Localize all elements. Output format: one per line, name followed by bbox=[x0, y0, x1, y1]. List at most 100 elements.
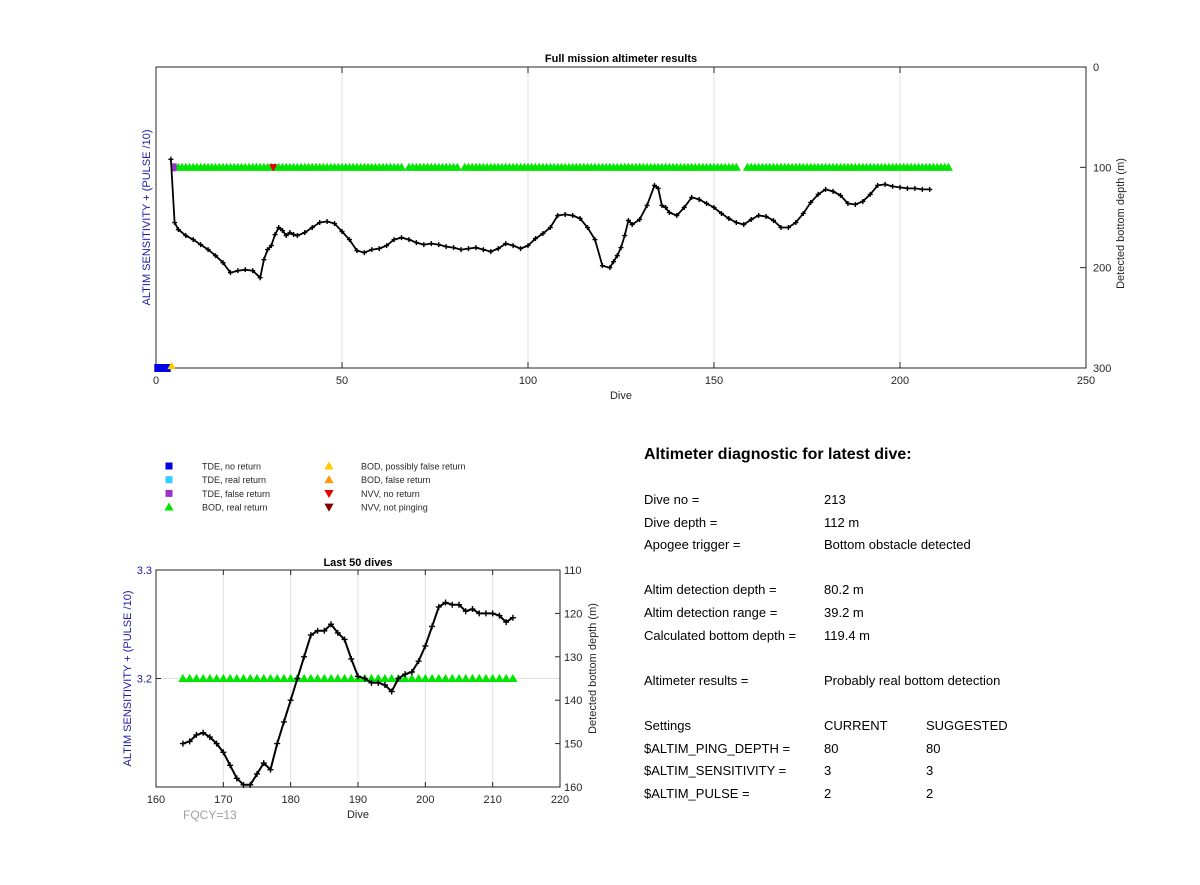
data-point-marker bbox=[904, 185, 910, 191]
bod-real-marker bbox=[245, 673, 255, 682]
altim-detection-depth-label: Altim detection depth = bbox=[644, 582, 777, 598]
data-point-marker bbox=[510, 243, 516, 249]
data-point-marker bbox=[368, 679, 375, 686]
x-axis-label: Dive bbox=[347, 809, 369, 821]
data-point-marker bbox=[562, 211, 568, 217]
data-point-marker bbox=[240, 781, 247, 788]
data-point-marker bbox=[436, 242, 442, 248]
data-point-marker bbox=[408, 668, 415, 675]
bod-real-marker bbox=[346, 673, 356, 682]
data-point-marker bbox=[778, 225, 784, 231]
bod-real-marker bbox=[943, 162, 953, 171]
bod-real-marker bbox=[198, 673, 208, 682]
data-point-marker bbox=[800, 210, 806, 216]
diagnostic-heading: Altimeter diagnostic for latest dive: bbox=[644, 446, 912, 463]
data-point-marker bbox=[334, 629, 341, 636]
data-point-marker bbox=[324, 219, 330, 225]
data-point-marker bbox=[532, 236, 538, 242]
bod-real-marker bbox=[414, 673, 424, 682]
bod-real-marker bbox=[427, 673, 437, 682]
data-point-marker bbox=[309, 225, 315, 231]
data-point-marker bbox=[659, 202, 665, 208]
data-point-marker bbox=[235, 268, 241, 274]
bod-real-marker bbox=[333, 673, 343, 682]
legend-label: TDE, false return bbox=[202, 489, 270, 499]
data-point-marker bbox=[198, 242, 204, 248]
data-point-marker bbox=[183, 233, 189, 239]
data-point-marker bbox=[205, 247, 211, 253]
data-point-marker bbox=[681, 204, 687, 210]
tde-real-return-legend-marker bbox=[165, 476, 173, 484]
data-point-marker bbox=[395, 675, 402, 682]
data-point-marker bbox=[291, 232, 297, 238]
data-point-marker bbox=[451, 245, 457, 251]
bod-real-marker bbox=[212, 673, 222, 682]
data-point-marker bbox=[644, 202, 650, 208]
data-point-marker bbox=[265, 247, 271, 253]
data-point-marker bbox=[287, 697, 294, 704]
data-point-marker bbox=[726, 216, 732, 222]
x-tick-label: 210 bbox=[483, 794, 501, 806]
data-point-marker bbox=[402, 671, 409, 678]
data-point-marker bbox=[718, 210, 724, 216]
tde-false-return-legend-marker bbox=[165, 489, 173, 497]
data-point-marker bbox=[611, 259, 617, 265]
data-point-marker bbox=[406, 237, 412, 243]
data-point-marker bbox=[469, 606, 476, 613]
dive-depth-row: Dive depth = 112 m bbox=[644, 515, 1164, 538]
bod-real-marker bbox=[420, 673, 430, 682]
chart-title: Last 50 dives bbox=[323, 557, 392, 569]
data-point-marker bbox=[663, 204, 669, 210]
data-point-marker bbox=[227, 762, 234, 769]
data-point-marker bbox=[421, 242, 427, 248]
data-point-marker bbox=[193, 731, 200, 738]
bod-real-marker bbox=[396, 162, 407, 171]
data-point-marker bbox=[346, 237, 352, 243]
data-point-marker bbox=[852, 201, 858, 207]
y-tick-label: 200 bbox=[1093, 263, 1111, 275]
pulse-row: $ALTIM_PULSE = 2 2 bbox=[644, 786, 1164, 809]
sensitivity-label: $ALTIM_SENSITIVITY = bbox=[644, 763, 787, 779]
data-point-marker bbox=[488, 249, 494, 255]
data-point-marker bbox=[413, 240, 419, 246]
bod-real-marker bbox=[218, 673, 228, 682]
apogee-trigger-value: Bottom obstacle detected bbox=[824, 537, 971, 553]
data-point-marker bbox=[711, 204, 717, 210]
data-point-marker bbox=[429, 623, 436, 630]
ping-depth-current: 80 bbox=[824, 740, 839, 756]
right-axis-label: Detected bottom depth (m) bbox=[587, 603, 599, 734]
data-point-marker bbox=[254, 770, 260, 777]
data-point-marker bbox=[302, 230, 308, 236]
data-point-marker bbox=[733, 220, 739, 226]
settings-header-row: Settings CURRENT SUGGESTED bbox=[644, 718, 1164, 741]
bod-real-marker bbox=[313, 673, 323, 682]
settings-label: Settings bbox=[644, 717, 691, 733]
data-point-marker bbox=[456, 601, 462, 608]
legend-label: NVV, not pinging bbox=[361, 503, 428, 513]
data-point-marker bbox=[200, 729, 207, 736]
data-point-marker bbox=[220, 749, 227, 756]
data-point-marker bbox=[496, 612, 503, 619]
data-point-marker bbox=[689, 194, 695, 200]
data-point-marker bbox=[763, 213, 769, 219]
data-point-marker bbox=[540, 231, 546, 237]
spacer bbox=[644, 560, 1164, 583]
data-point-marker bbox=[339, 229, 345, 235]
bod-real-marker bbox=[252, 673, 262, 682]
data-point-marker bbox=[213, 740, 220, 747]
data-point-marker bbox=[422, 642, 429, 649]
data-point-marker bbox=[614, 253, 620, 259]
data-point-marker bbox=[354, 248, 360, 254]
bod-real-marker bbox=[447, 673, 457, 682]
bod-real-marker bbox=[380, 673, 390, 682]
data-point-marker bbox=[547, 225, 553, 231]
data-point-marker bbox=[276, 225, 282, 231]
x-tick-label: 190 bbox=[349, 794, 367, 806]
suggested-header: SUGGESTED bbox=[926, 717, 1008, 733]
legend-label: BOD, false return bbox=[361, 475, 431, 485]
bod-real-marker bbox=[508, 673, 518, 682]
data-point-marker bbox=[449, 601, 456, 608]
data-point-marker bbox=[704, 200, 710, 206]
legend: TDE, no return TDE, real return TDE, false… bbox=[164, 461, 466, 513]
